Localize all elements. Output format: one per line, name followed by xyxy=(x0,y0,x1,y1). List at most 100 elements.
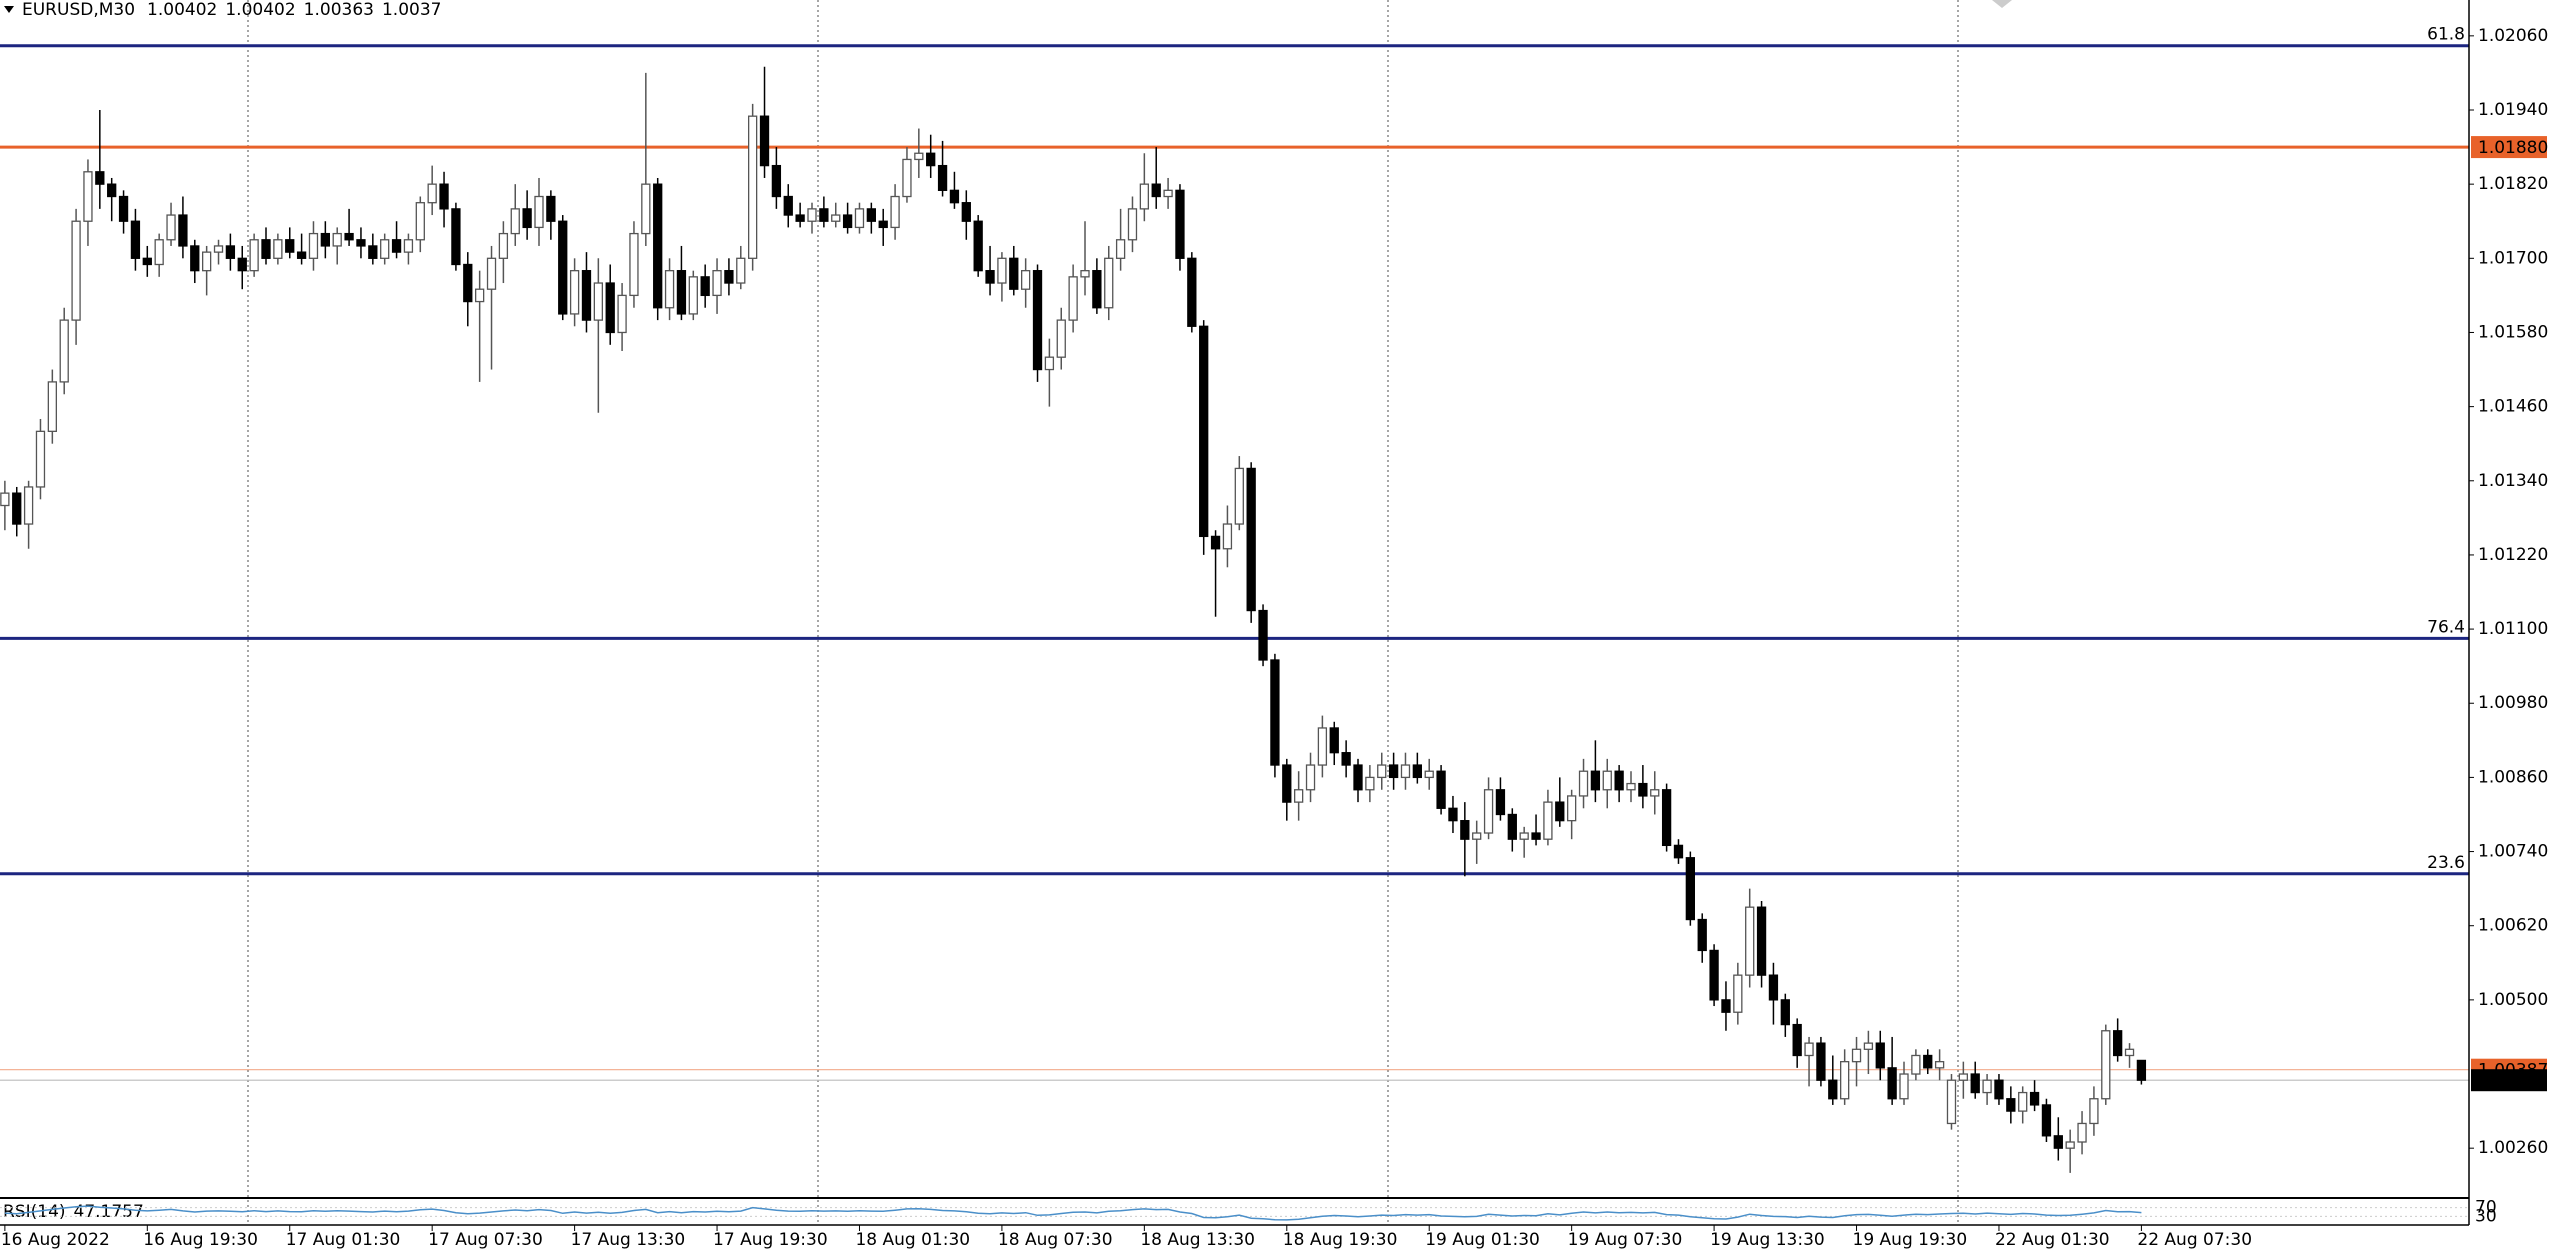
candle-body xyxy=(522,208,532,229)
x-tick-label: 18 Aug 19:30 xyxy=(1283,1230,1398,1250)
candle-body xyxy=(154,239,164,266)
candle-body xyxy=(842,214,853,229)
candle-body xyxy=(213,245,224,253)
candle-body xyxy=(427,183,437,204)
y-tick-label: 1.01340 xyxy=(2478,471,2548,491)
candle-body xyxy=(356,239,366,247)
candle-body xyxy=(664,270,675,309)
candle-body xyxy=(724,270,734,284)
candle-body xyxy=(415,202,425,241)
symbol-menu-arrow[interactable] xyxy=(4,6,14,13)
candle-body xyxy=(332,232,342,247)
candle-body xyxy=(142,257,152,266)
candle-body xyxy=(1804,1042,1814,1057)
candle-body xyxy=(47,381,57,432)
candle-body xyxy=(1163,189,1173,198)
candle-body xyxy=(1294,789,1304,803)
candle-body xyxy=(1068,276,1078,321)
candle-body xyxy=(1388,764,1399,779)
y-tick-label: 1.01940 xyxy=(2478,100,2548,120)
fibo-label: 76.4 xyxy=(2427,617,2465,637)
candle-body xyxy=(178,214,188,247)
candle-body xyxy=(320,232,330,247)
y-tick-label: 1.00620 xyxy=(2478,916,2548,936)
candle-body xyxy=(1555,801,1565,822)
plot-area: 61.8 76.4 23.6 xyxy=(0,25,2469,1173)
x-tick-label: 19 Aug 13:30 xyxy=(1710,1230,1825,1250)
candle-body xyxy=(1994,1079,2004,1100)
candle-body xyxy=(1282,764,1292,803)
candle-body xyxy=(593,282,603,321)
candle-body xyxy=(498,232,509,259)
fibo-label: 23.6 xyxy=(2427,853,2465,873)
candle-body xyxy=(83,171,93,222)
candle-body xyxy=(59,319,69,383)
candle-body xyxy=(2124,1048,2135,1057)
x-tick-label: 19 Aug 01:30 xyxy=(1425,1230,1540,1250)
candle-body xyxy=(1329,727,1339,754)
candle-body xyxy=(202,251,212,272)
candle-body xyxy=(1199,325,1209,538)
x-tick-label: 16 Aug 2022 xyxy=(1,1230,110,1250)
candle-body xyxy=(2053,1135,2063,1149)
candle-body xyxy=(1032,270,1043,371)
level-price-text: 1.01880 xyxy=(2478,138,2548,158)
candle-body xyxy=(914,152,924,161)
candle-body xyxy=(985,270,995,284)
indicator-header: RSI(14) 47.1757 xyxy=(3,1202,144,1222)
candle-body xyxy=(1139,183,1150,210)
candle-body xyxy=(1840,1061,1850,1100)
candle-body xyxy=(463,263,473,303)
candle-body xyxy=(308,232,319,259)
y-tick-label: 1.00500 xyxy=(2478,990,2548,1010)
candle-body xyxy=(0,492,10,507)
low-value: 1.00363 xyxy=(304,0,374,20)
candle-body xyxy=(759,115,770,167)
candle-body xyxy=(629,232,639,297)
candle-body xyxy=(510,208,520,235)
candle-body xyxy=(1507,813,1517,840)
candle-body xyxy=(795,214,805,222)
candle-body xyxy=(1115,239,1126,259)
candle-body xyxy=(1021,270,1031,290)
candle-body xyxy=(1151,183,1161,198)
candle-body xyxy=(1958,1073,1969,1081)
candle-body xyxy=(2077,1122,2087,1143)
candle-body xyxy=(1934,1061,1945,1069)
candle-body xyxy=(1578,770,1589,797)
y-tick-label: 1.02060 xyxy=(2478,26,2548,46)
candle-body xyxy=(1104,257,1114,309)
candle-body xyxy=(1412,764,1423,779)
symbol-title: EURUSD,M30 xyxy=(22,0,135,20)
candle-body xyxy=(486,257,497,290)
candle-body xyxy=(1851,1048,1862,1063)
candle-body xyxy=(1946,1079,1957,1125)
y-tick-label: 1.01100 xyxy=(2478,619,2548,639)
candle-body xyxy=(1258,609,1268,661)
candle-body xyxy=(1210,535,1221,550)
level-price-box xyxy=(2471,136,2547,159)
candle-body xyxy=(166,214,176,241)
candle-body xyxy=(1673,844,1684,859)
candle-body xyxy=(973,220,983,272)
candle-body xyxy=(581,270,592,321)
high-value: 1.00402 xyxy=(225,0,295,20)
candle-body xyxy=(190,245,200,272)
candle-body xyxy=(1816,1042,1826,1081)
candle-body xyxy=(2018,1091,2028,1112)
candle-body xyxy=(1519,832,1529,840)
candle-body xyxy=(700,276,710,297)
candle-body xyxy=(1080,270,1090,278)
candle-body xyxy=(1400,764,1411,779)
candle-body xyxy=(1543,801,1553,840)
y-tick-label: 1.00980 xyxy=(2478,693,2548,713)
candle-body xyxy=(261,239,271,259)
y-tick-label: 1.00740 xyxy=(2478,842,2548,862)
candle-body xyxy=(1305,764,1316,791)
candle-body xyxy=(569,270,580,315)
candle-body xyxy=(12,492,22,525)
x-tick-label: 17 Aug 13:30 xyxy=(571,1230,686,1250)
fibo-label: 61.8 xyxy=(2427,25,2465,45)
y-tick-label: 1.00860 xyxy=(2478,767,2548,787)
candle-body xyxy=(1044,356,1055,371)
